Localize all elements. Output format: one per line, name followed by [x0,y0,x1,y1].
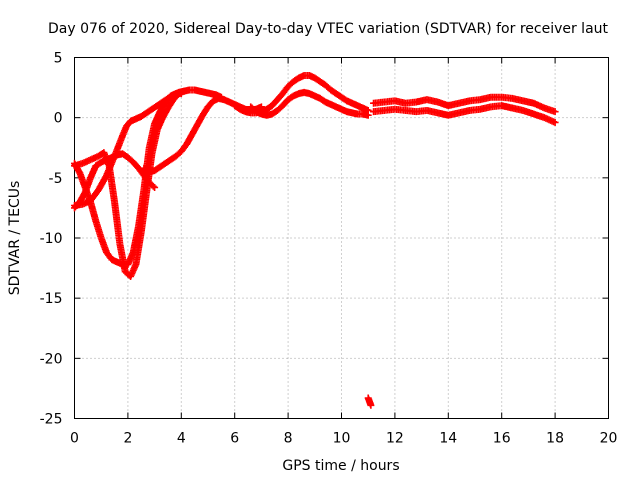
x-tick-label: 10 [333,431,351,447]
plot-frame [74,57,609,419]
data-point-marker [551,108,559,116]
y-tick-label: 0 [54,111,63,127]
data-point-marker [367,401,375,409]
y-tick-label: -5 [49,171,63,187]
tick-labels: 0 2 4 6 8 10 12 14 16 18 20 -25 -20 -15 -10 -5 0 5 [40,51,618,447]
x-tick-label: 14 [439,431,457,447]
data-point-marker [364,111,372,119]
x-tick-label: 2 [123,431,132,447]
x-tick-label: 12 [386,431,404,447]
data-point-marker [149,182,157,190]
x-tick-label: 18 [546,431,564,447]
x-tick-label: 0 [70,431,79,447]
y-axis-title: SDTVAR / TECUs [7,181,23,296]
x-tick-label: 16 [493,431,511,447]
data-point-marker [551,118,559,126]
x-tick-label: 4 [177,431,186,447]
y-tick-label: -25 [40,412,63,428]
x-tick-label: 6 [230,431,239,447]
y-tick-label: 5 [54,51,63,67]
x-tick-label: 20 [600,431,618,447]
x-axis-title: GPS time / hours [282,458,399,474]
x-tick-label: 8 [284,431,293,447]
chart-title: Day 076 of 2020, Sidereal Day-to-day VTE… [48,21,609,37]
data-points [71,72,559,409]
data-point-marker [151,183,159,191]
y-tick-label: -15 [40,291,63,307]
y-tick-label: -10 [40,231,63,247]
y-tick-label: -20 [40,351,63,367]
